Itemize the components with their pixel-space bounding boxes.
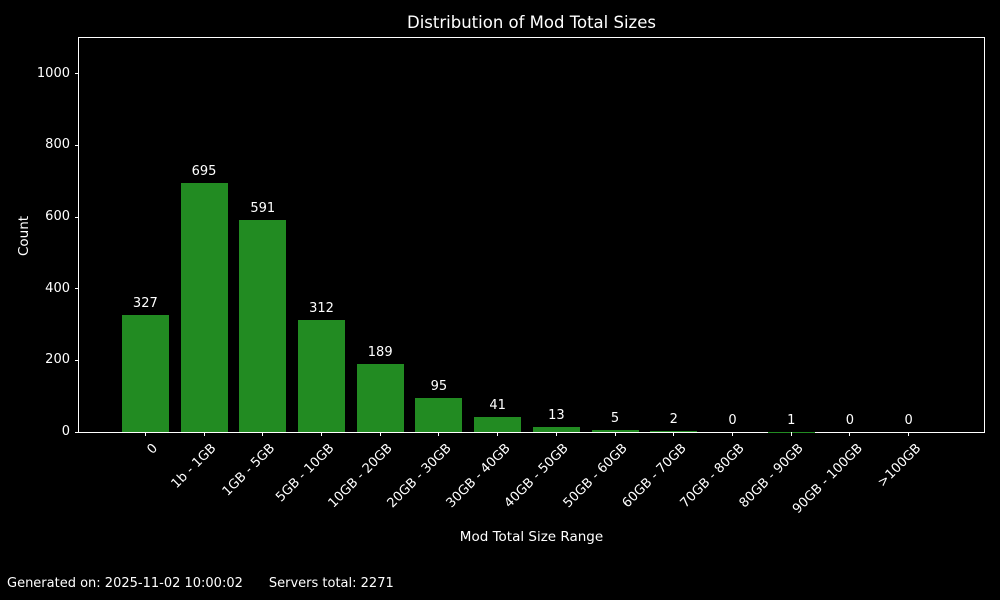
- x-tick-mark: [849, 432, 851, 436]
- y-tick-mark: [75, 288, 79, 290]
- bar-value-label: 13: [548, 408, 565, 424]
- y-tick-mark: [75, 359, 79, 361]
- bar-value-label: 2: [669, 412, 678, 428]
- bar-5GB - 10GB: [298, 320, 345, 432]
- bar-10GB - 20GB: [356, 364, 404, 432]
- bar-50GB - 60GB: [591, 430, 639, 432]
- bar-value-label: 41: [489, 398, 506, 414]
- x-tick-mark: [908, 432, 910, 436]
- bar-value-label: 0: [728, 413, 737, 428]
- x-tick-label: 5GB - 10GB: [272, 441, 338, 506]
- footer: Generated on: 2025-11-02 10:00:02 Servers…: [7, 576, 394, 591]
- generated-timestamp: Generated on: 2025-11-02 10:00:02: [7, 576, 243, 591]
- bar-value-label: 189: [367, 345, 393, 361]
- bar-0: [121, 314, 169, 432]
- y-tick-mark: [75, 144, 79, 146]
- y-tick-label: 1000: [36, 65, 70, 81]
- y-tick-label: 400: [45, 280, 70, 296]
- bar-20GB - 30GB: [415, 397, 463, 432]
- x-tick-label: 0: [144, 441, 161, 458]
- y-tick-mark: [75, 73, 79, 75]
- x-tick-mark: [203, 432, 205, 436]
- bar-1b - 1GB: [180, 183, 228, 432]
- x-tick-mark: [321, 432, 322, 436]
- bar-value-label: 591: [250, 201, 276, 217]
- bar-value-label: 95: [430, 378, 448, 394]
- x-tick-mark: [614, 432, 616, 436]
- bar-value-label: 5: [610, 411, 620, 427]
- bar-40GB - 50GB: [532, 427, 580, 432]
- x-tick-mark: [144, 432, 146, 436]
- bar-value-label: 0: [845, 413, 855, 428]
- y-tick-label: 600: [45, 209, 70, 225]
- x-tick-label: 1GB - 5GB: [220, 441, 279, 500]
- y-tick-label: 800: [45, 137, 70, 153]
- bar-value-label: 1: [787, 412, 796, 428]
- x-tick-mark: [262, 432, 264, 436]
- y-tick-mark: [75, 431, 79, 433]
- plot-area: 0 200 400 600 800 1000 327 695 591 312 189 95 41 13 5…: [37, 37, 985, 517]
- x-tick-mark: [732, 432, 733, 436]
- y-tick-label: 0: [61, 424, 70, 439]
- bar-value-label: 327: [132, 295, 158, 311]
- bar-60GB - 70GB: [650, 431, 698, 432]
- x-tick-mark: [438, 432, 440, 436]
- y-tick-label: 200: [45, 352, 70, 368]
- x-tick-label: >100GB: [874, 441, 925, 491]
- x-tick-label: 1b - 1GB: [168, 441, 220, 492]
- bar-1GB - 5GB: [239, 220, 287, 432]
- x-tick-mark: [673, 432, 675, 436]
- x-tick-mark: [379, 432, 381, 436]
- bar-value-label: 695: [191, 164, 217, 180]
- chart-title: Distribution of Mod Total Sizes: [407, 13, 656, 32]
- x-axis-label: Mod Total Size Range: [459, 529, 604, 545]
- x-tick-mark: [497, 432, 499, 436]
- bar-value-label: 0: [904, 413, 913, 428]
- y-tick-mark: [75, 216, 79, 218]
- servers-total: Servers total: 2271: [268, 576, 394, 591]
- bar-value-label: 312: [309, 301, 334, 317]
- x-tick-mark: [555, 432, 557, 436]
- x-tick-mark: [790, 432, 792, 436]
- bar-30GB - 40GB: [474, 417, 522, 432]
